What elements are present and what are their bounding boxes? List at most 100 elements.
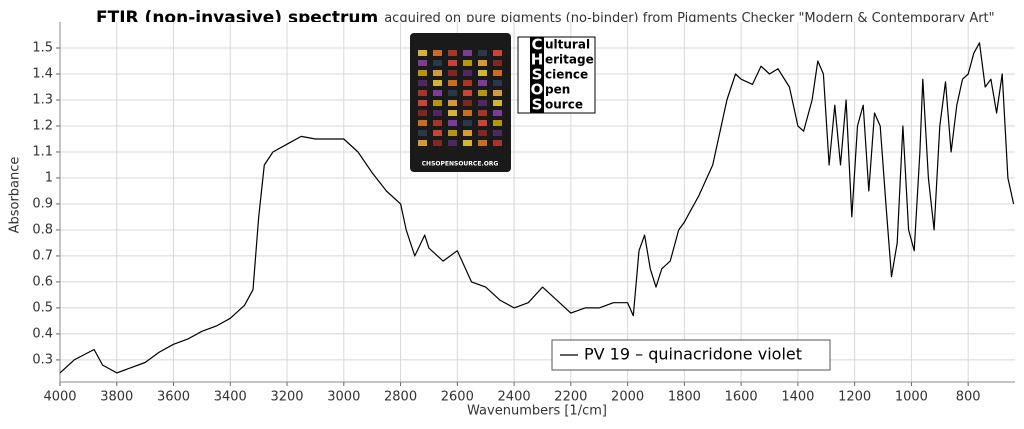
x-tick-label: 3000 — [327, 390, 360, 405]
legend: PV 19 – quinacridone violet — [551, 339, 831, 371]
swatch — [463, 70, 472, 76]
x-tick-label: 1800 — [668, 390, 701, 405]
swatch — [493, 120, 502, 126]
swatch — [478, 60, 487, 66]
swatch — [433, 100, 442, 106]
swatch — [448, 90, 457, 96]
title-part: acquired on — [384, 11, 461, 26]
swatch — [448, 110, 457, 116]
chsos-letter: S — [532, 66, 543, 84]
chsos-letter: H — [531, 51, 544, 69]
swatch — [433, 50, 442, 56]
y-tick-label: 0.3 — [32, 352, 53, 367]
title-part: pigments (no-binder) from Pigments Check… — [501, 11, 995, 26]
swatch — [478, 90, 487, 96]
swatch — [433, 130, 442, 136]
title-part: pure — [466, 11, 496, 26]
swatch — [418, 90, 427, 96]
chsos-letter: S — [532, 96, 543, 114]
chsos-word: eritage — [545, 53, 594, 67]
swatch — [463, 130, 472, 136]
y-tick-label: 0.6 — [32, 274, 53, 289]
y-tick-label: 1.4 — [32, 66, 53, 81]
x-tick-label: 3600 — [157, 390, 190, 405]
swatch — [463, 50, 472, 56]
swatch — [493, 140, 502, 146]
swatch — [478, 100, 487, 106]
y-tick-label: 1 — [45, 170, 53, 185]
y-tick-label: 1.3 — [32, 92, 53, 107]
swatch — [418, 50, 427, 56]
swatch — [493, 50, 502, 56]
x-tick-label: 2200 — [554, 390, 587, 405]
legend-box — [551, 339, 831, 371]
y-tick-label: 0.4 — [32, 326, 53, 341]
swatch — [418, 100, 427, 106]
swatch — [448, 120, 457, 126]
x-tick-label: 1600 — [725, 390, 758, 405]
y-tick-label: 1.2 — [32, 118, 53, 133]
legend-label: PV 19 – quinacridone violet — [584, 345, 802, 364]
swatch — [418, 80, 427, 86]
swatch — [478, 130, 487, 136]
x-tick-label: 4000 — [43, 390, 76, 405]
x-tick-label: 3800 — [100, 390, 133, 405]
swatch — [433, 70, 442, 76]
y-tick-label: 0.9 — [32, 196, 53, 211]
swatch — [433, 80, 442, 86]
swatch — [463, 140, 472, 146]
y-tick-label: 0.8 — [32, 222, 53, 237]
chsos-letter: C — [531, 36, 542, 54]
swatch — [493, 70, 502, 76]
x-tick-label: 3200 — [270, 390, 303, 405]
swatch — [463, 120, 472, 126]
y-tick-label: 1.1 — [32, 144, 53, 159]
swatch — [478, 50, 487, 56]
x-tick-label: 1200 — [838, 390, 871, 405]
swatches — [418, 50, 502, 146]
y-tick-label: 0.7 — [32, 248, 53, 263]
swatch — [418, 120, 427, 126]
swatch — [478, 110, 487, 116]
swatch — [463, 90, 472, 96]
x-tick-label: 1400 — [781, 390, 814, 405]
checker-card — [410, 33, 511, 172]
chsos-word: ource — [545, 98, 583, 112]
x-tick-label: 1000 — [895, 390, 928, 405]
x-tick-label: 2000 — [611, 390, 644, 405]
swatch — [478, 140, 487, 146]
swatch — [478, 70, 487, 76]
swatch — [448, 100, 457, 106]
swatch — [478, 80, 487, 86]
swatch — [448, 50, 457, 56]
swatch — [478, 120, 487, 126]
swatch — [433, 120, 442, 126]
swatch — [463, 60, 472, 66]
swatch — [418, 130, 427, 136]
swatch — [463, 80, 472, 86]
swatch — [493, 90, 502, 96]
swatch — [418, 140, 427, 146]
x-tick-label: 2800 — [384, 390, 417, 405]
chsos-word: pen — [545, 83, 570, 97]
spectrum-line — [59, 42, 1015, 374]
swatch — [448, 70, 457, 76]
swatch — [493, 60, 502, 66]
swatch — [463, 110, 472, 116]
swatch — [493, 100, 502, 106]
swatch — [463, 100, 472, 106]
x-tick-label: 2400 — [498, 390, 531, 405]
swatch — [448, 140, 457, 146]
chsos-word: cience — [545, 68, 588, 82]
chsos-bar — [530, 37, 544, 113]
chsos-letter: O — [531, 81, 544, 99]
chsos-word: ultural — [545, 38, 590, 52]
y-tick-label: 0.5 — [32, 300, 53, 315]
swatch — [433, 90, 442, 96]
swatch — [433, 60, 442, 66]
x-tick-label: 2600 — [441, 390, 474, 405]
swatch — [448, 130, 457, 136]
x-tick-label: 3400 — [214, 390, 247, 405]
